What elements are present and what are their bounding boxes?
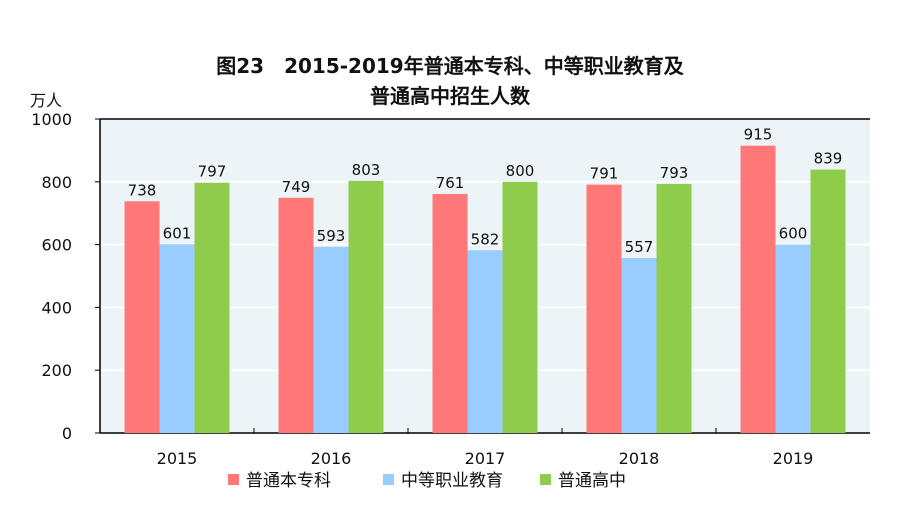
data-label: 839 <box>814 150 843 168</box>
y-tick-label: 600 <box>41 236 72 255</box>
chart-title-line2: 普通高中招生人数 <box>370 84 530 108</box>
data-label: 800 <box>506 162 535 180</box>
data-label: 915 <box>744 126 773 144</box>
legend-label: 普通高中 <box>558 471 626 491</box>
bar <box>159 244 195 433</box>
bar <box>432 194 468 433</box>
bar <box>810 169 846 433</box>
bar <box>348 180 384 433</box>
data-label: 791 <box>590 165 619 183</box>
chart-title: 图23 2015-2019年普通本专科、中等职业教育及 <box>216 54 684 78</box>
y-tick-label: 800 <box>41 173 72 192</box>
data-label: 582 <box>471 230 500 248</box>
bar <box>502 181 538 433</box>
data-label: 593 <box>317 227 346 245</box>
x-tick-label: 2016 <box>311 449 352 468</box>
bar <box>278 197 314 433</box>
legend-swatch <box>540 474 551 485</box>
bar <box>586 184 622 433</box>
data-label: 601 <box>163 224 192 242</box>
legend-label: 普通本专科 <box>246 471 331 491</box>
legend-label: 中等职业教育 <box>401 471 503 491</box>
x-tick-label: 2019 <box>773 449 814 468</box>
y-tick-label: 0 <box>62 424 72 443</box>
x-tick-label: 2017 <box>465 449 506 468</box>
bar <box>313 246 349 433</box>
bar <box>194 182 230 433</box>
data-label: 738 <box>128 181 157 199</box>
data-label: 797 <box>198 163 227 181</box>
legend-swatch <box>383 474 394 485</box>
x-tick-label: 2018 <box>619 449 660 468</box>
bar <box>467 250 503 433</box>
legend-swatch <box>228 474 239 485</box>
data-label: 600 <box>779 225 808 243</box>
bar <box>775 244 811 433</box>
data-label: 793 <box>660 164 689 182</box>
bar <box>621 258 657 433</box>
bar <box>656 183 692 433</box>
y-tick-label: 1000 <box>31 110 72 129</box>
bar <box>124 201 160 433</box>
bar <box>740 145 776 433</box>
data-label: 803 <box>352 161 381 179</box>
data-label: 749 <box>282 178 311 196</box>
y-axis-label: 万人 <box>30 91 62 110</box>
data-label: 557 <box>625 238 654 256</box>
y-tick-label: 400 <box>41 298 72 317</box>
data-label: 761 <box>436 174 465 192</box>
y-tick-label: 200 <box>41 361 72 380</box>
x-tick-label: 2015 <box>157 449 198 468</box>
